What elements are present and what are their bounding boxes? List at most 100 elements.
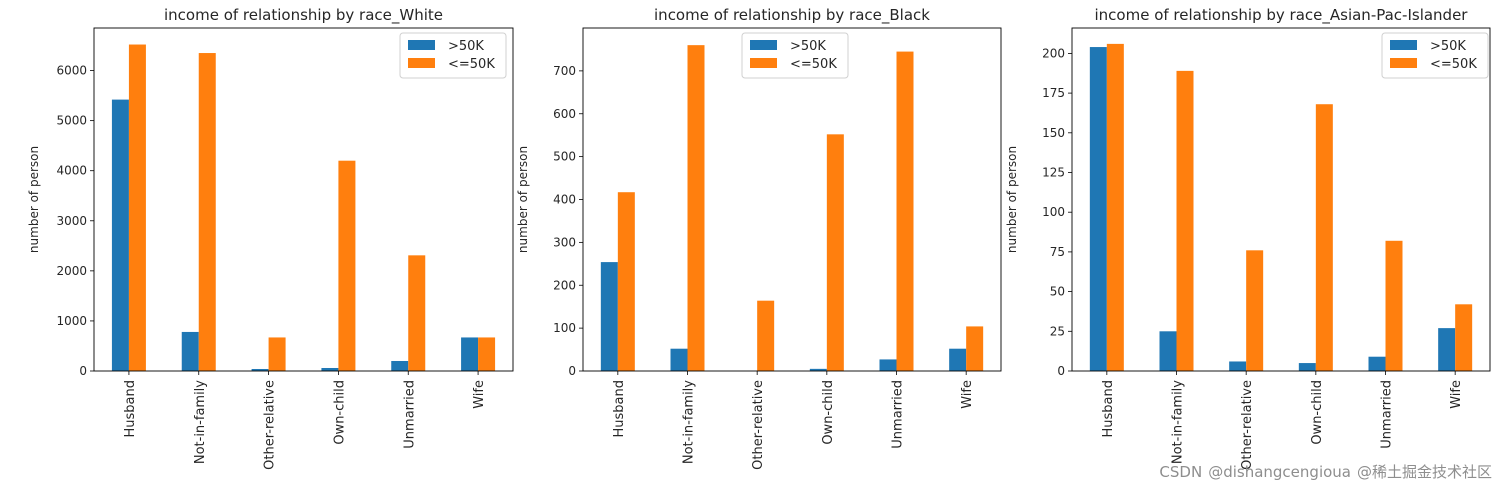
x-tick-label-own-child: Own-child xyxy=(1310,380,1325,445)
x-tick-label-own-child: Own-child xyxy=(332,380,347,445)
bar-husband-above-50k xyxy=(600,262,618,371)
legend-swatch-below-50k xyxy=(750,58,777,68)
legend-swatch-below-50k xyxy=(1390,58,1417,68)
bar-not-in-family-below-50k xyxy=(198,53,216,371)
bar-other-relative-below-50k xyxy=(1246,250,1264,371)
bar-unmarried-below-50k xyxy=(408,255,426,371)
y-tick-label: 6000 xyxy=(56,64,87,78)
bar-other-relative-below-50k xyxy=(268,337,286,371)
bar-not-in-family-above-50k xyxy=(181,331,199,371)
y-tick-label: 200 xyxy=(553,278,576,292)
x-tick-label-wife: Wife xyxy=(960,380,975,409)
x-tick-label-husband: Husband xyxy=(1101,380,1116,438)
bar-husband-below-50k xyxy=(1106,43,1124,371)
bar-unmarried-above-50k xyxy=(879,359,897,371)
x-tick-label-not-in-family: Not-in-family xyxy=(193,380,208,464)
bar-unmarried-above-50k xyxy=(1368,356,1386,371)
y-tick-label: 0 xyxy=(568,364,576,378)
watermark: CSDN @dishangcengioua @稀土掘金技术社区 xyxy=(1159,461,1498,482)
bar-wife-above-50k xyxy=(949,348,967,371)
y-tick-label: 300 xyxy=(553,235,576,249)
legend-swatch-above-50k xyxy=(1390,40,1417,50)
bar-own-child-above-50k xyxy=(321,367,339,371)
bar-unmarried-above-50k xyxy=(391,360,409,371)
y-tick-label: 75 xyxy=(1050,245,1065,259)
bar-not-in-family-below-50k xyxy=(687,45,705,372)
x-tick-label-husband: Husband xyxy=(612,380,627,438)
y-tick-label: 2000 xyxy=(56,264,87,278)
y-axis-label: number of person xyxy=(27,146,41,253)
bar-wife-below-50k xyxy=(966,326,984,371)
chart-title: income of relationship by race_Asian-Pac… xyxy=(1095,6,1469,25)
y-tick-label: 25 xyxy=(1050,324,1065,338)
y-tick-label: 100 xyxy=(1042,205,1065,219)
y-tick-label: 4000 xyxy=(56,164,87,178)
legend-label-above-50k: >50K xyxy=(790,39,826,54)
bar-not-in-family-above-50k xyxy=(1159,331,1177,371)
y-axis-label: number of person xyxy=(516,146,530,253)
x-tick-label-unmarried: Unmarried xyxy=(402,380,417,449)
bar-unmarried-below-50k xyxy=(1385,240,1403,371)
legend-swatch-above-50k xyxy=(750,40,777,50)
bar-other-relative-above-50k xyxy=(251,368,269,371)
x-tick-label-own-child: Own-child xyxy=(821,380,836,445)
chart-panel-3: income of relationship by race_Asian-Pac… xyxy=(1005,6,1491,470)
bar-unmarried-below-50k xyxy=(896,51,914,372)
y-tick-label: 200 xyxy=(1042,46,1065,60)
watermark-source: CSDN xyxy=(1159,463,1203,481)
y-tick-label: 0 xyxy=(79,364,87,378)
chart-title: income of relationship by race_White xyxy=(164,6,443,25)
bar-wife-below-50k xyxy=(1455,304,1473,371)
legend-swatch-above-50k xyxy=(408,40,435,50)
bar-wife-above-50k xyxy=(1438,328,1456,371)
y-tick-label: 125 xyxy=(1042,166,1065,180)
y-tick-label: 150 xyxy=(1042,126,1065,140)
bar-own-child-above-50k xyxy=(809,368,827,371)
y-tick-label: 3000 xyxy=(56,214,87,228)
bar-own-child-above-50k xyxy=(1298,363,1316,371)
y-tick-label: 700 xyxy=(553,64,576,78)
plot-frame xyxy=(93,27,514,372)
y-tick-label: 175 xyxy=(1042,86,1065,100)
y-tick-label: 600 xyxy=(553,107,576,121)
plot-frame xyxy=(1071,27,1491,372)
y-axis-label: number of person xyxy=(1005,146,1019,253)
y-tick-label: 0 xyxy=(1057,364,1065,378)
bar-own-child-below-50k xyxy=(338,160,356,371)
y-tick-label: 100 xyxy=(553,321,576,335)
bar-husband-below-50k xyxy=(128,44,146,372)
x-tick-label-other-relative: Other-relative xyxy=(1240,380,1255,470)
legend-label-below-50k: <=50K xyxy=(790,57,837,72)
y-tick-label: 400 xyxy=(553,193,576,207)
bar-own-child-below-50k xyxy=(1315,104,1333,371)
x-tick-label-not-in-family: Not-in-family xyxy=(682,380,697,464)
bar-other-relative-above-50k xyxy=(1229,361,1247,371)
y-tick-label: 1000 xyxy=(56,314,87,328)
plot-frame xyxy=(582,27,1002,372)
bar-husband-above-50k xyxy=(111,99,129,372)
bar-own-child-below-50k xyxy=(826,134,844,371)
legend-label-below-50k: <=50K xyxy=(1430,57,1477,72)
bar-wife-below-50k xyxy=(478,337,496,371)
watermark-overlay: @稀土掘金技术社区 xyxy=(1356,463,1492,481)
y-tick-label: 50 xyxy=(1050,285,1065,299)
x-tick-label-other-relative: Other-relative xyxy=(263,380,278,470)
bar-husband-below-50k xyxy=(617,192,635,371)
x-tick-label-husband: Husband xyxy=(123,380,138,438)
x-tick-label-other-relative: Other-relative xyxy=(751,380,766,470)
bar-other-relative-below-50k xyxy=(757,300,775,371)
chart-panel-1: income of relationship by race_Whitenumb… xyxy=(27,6,514,470)
x-tick-label-wife: Wife xyxy=(1449,380,1464,409)
bar-wife-above-50k xyxy=(461,337,479,371)
y-tick-label: 500 xyxy=(553,150,576,164)
bar-not-in-family-above-50k xyxy=(670,348,688,371)
watermark-author: @dishangcengioua xyxy=(1208,463,1351,481)
legend-label-above-50k: >50K xyxy=(448,39,484,54)
legend-label-below-50k: <=50K xyxy=(448,57,495,72)
x-tick-label-unmarried: Unmarried xyxy=(1380,380,1395,449)
chart-panel-2: income of relationship by race_Blacknumb… xyxy=(516,6,1002,470)
x-tick-label-unmarried: Unmarried xyxy=(891,380,906,449)
x-tick-label-not-in-family: Not-in-family xyxy=(1171,380,1186,464)
legend-label-above-50k: >50K xyxy=(1430,39,1466,54)
